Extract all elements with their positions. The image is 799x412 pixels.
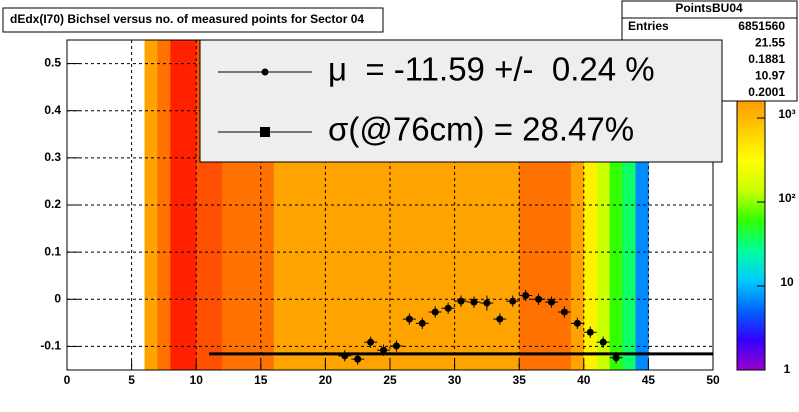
- marker: [392, 342, 400, 350]
- marker: [418, 319, 426, 327]
- profile-point: [532, 293, 546, 305]
- profile-point: [545, 296, 558, 308]
- y-tick-label: 0: [54, 291, 61, 305]
- x-tick-label: 20: [319, 373, 333, 387]
- marker: [444, 304, 452, 312]
- y-tick-label: -0.1: [40, 339, 61, 353]
- overlay: 0 5 10 15 20 25 30 35 40 45 50 -0.1 0 0.1 0.2 0.3 0.4 0.5…: [40, 0, 798, 387]
- title-box: [2, 7, 384, 33]
- profile-point: [364, 336, 378, 348]
- x-tick-label: 10: [190, 373, 204, 387]
- profile-point: [441, 302, 455, 314]
- marker: [509, 297, 517, 305]
- marker: [354, 355, 362, 363]
- legend-box: [199, 39, 723, 163]
- marker: [573, 319, 581, 327]
- marker: [560, 308, 568, 316]
- x-tick-label: 15: [254, 373, 268, 387]
- x-tick-label: 0: [64, 373, 71, 387]
- stats-value: 6851560: [738, 19, 785, 33]
- x-tick-label: 45: [642, 373, 656, 387]
- profile-point: [596, 336, 610, 348]
- z-tick-label: 10: [780, 275, 794, 289]
- marker: [405, 315, 413, 323]
- stats-value: 10.97: [755, 69, 785, 83]
- profile-point: [454, 295, 468, 307]
- stats-value: 0.1881: [748, 52, 785, 66]
- y-tick-label: 0.3: [44, 150, 61, 164]
- x-tick-label: 30: [448, 373, 462, 387]
- x-tick-label: 25: [383, 373, 397, 387]
- marker: [470, 298, 478, 306]
- profile-point: [506, 295, 520, 307]
- marker: [599, 338, 607, 346]
- stats-title: PointsBU04: [675, 1, 743, 15]
- marker: [431, 308, 439, 316]
- marker: [586, 328, 594, 336]
- profile-point: [402, 313, 416, 325]
- legend-marker: [260, 127, 270, 137]
- chart-title: dEdx(I70) Bichsel versus no. of measured…: [10, 12, 364, 26]
- marker: [548, 298, 555, 306]
- profile-point: [493, 313, 507, 325]
- profile-point: [390, 340, 403, 352]
- marker: [496, 315, 504, 323]
- marker: [457, 297, 465, 305]
- stats-value: 0.2001: [748, 85, 785, 99]
- profile-point: [519, 289, 533, 302]
- stats-name: Entries: [628, 19, 669, 33]
- y-tick-label: 0.1: [44, 244, 61, 258]
- y-tick-label: 0.5: [44, 56, 61, 70]
- marker: [535, 295, 543, 303]
- profile-point: [415, 317, 429, 329]
- profile-point: [428, 306, 442, 318]
- y-tick-label: 0.2: [44, 197, 61, 211]
- x-tick-label: 40: [577, 373, 591, 387]
- y-tick-label: 0.4: [44, 103, 61, 117]
- x-tick-label: 35: [513, 373, 527, 387]
- z-tick-label: 10³: [778, 107, 795, 121]
- legend-marker: [261, 68, 269, 76]
- marker: [483, 299, 491, 307]
- x-tick-label: 50: [706, 373, 720, 387]
- legend-label: μ = -11.59 +/- 0.24 %: [328, 51, 655, 88]
- profile-point: [480, 295, 494, 311]
- profile-point: [583, 326, 597, 338]
- marker: [612, 354, 620, 362]
- profile-point: [557, 306, 571, 318]
- z-tick-label: 10²: [778, 191, 795, 205]
- marker: [380, 346, 388, 354]
- marker: [522, 292, 530, 300]
- profile-point: [467, 296, 481, 308]
- marker: [367, 338, 375, 346]
- z-tick-label: 1: [784, 362, 791, 376]
- stats-value: 21.55: [755, 36, 785, 50]
- profile-point: [570, 317, 584, 329]
- x-tick-label: 5: [128, 373, 135, 387]
- legend-label: σ(@76cm) = 28.47%: [328, 111, 634, 148]
